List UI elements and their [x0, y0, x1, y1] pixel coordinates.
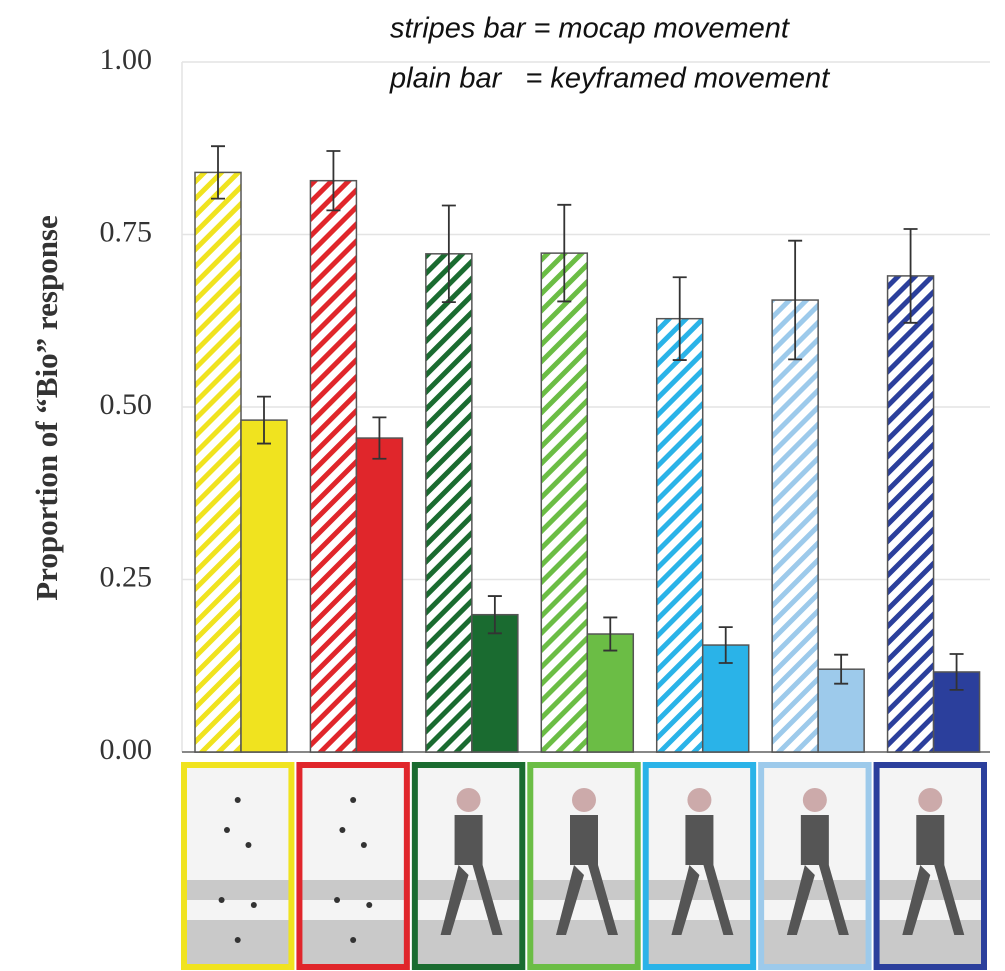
thumbnail-head	[687, 788, 711, 812]
y-tick-label: 0.25	[100, 560, 153, 593]
thumbnail-dot	[245, 842, 251, 848]
y-tick-label: 0.50	[100, 388, 153, 421]
thumbnail-dot	[235, 937, 241, 943]
thumbnail-dot	[219, 897, 225, 903]
bar	[241, 420, 287, 752]
thumbnail-dot	[251, 902, 257, 908]
thumbnail-floor	[415, 880, 522, 965]
thumbnail-head	[457, 788, 481, 812]
thumbnail-head	[572, 788, 596, 812]
bar	[472, 615, 518, 752]
y-tick-label: 0.00	[100, 733, 153, 766]
thumbnail-dot	[334, 897, 340, 903]
bar	[310, 181, 356, 752]
chart: stripes bar = mocap movement plain bar =…	[0, 0, 1005, 971]
y-tick-label: 1.00	[100, 43, 153, 76]
y-tick-label: 0.75	[100, 215, 153, 248]
annotation: stripes bar = mocap movement	[390, 13, 791, 45]
thumbnail-head	[918, 788, 942, 812]
thumbnail-floor	[761, 880, 868, 965]
page: {"chart_data": { "type": "bar", "annotat…	[0, 0, 1005, 971]
bar	[541, 253, 587, 752]
y-axis-label: Proportion of “Bio” response	[29, 215, 64, 601]
thumbnail-dot	[361, 842, 367, 848]
thumbnail-head	[803, 788, 827, 812]
thumbnail-floor	[646, 880, 753, 965]
thumbnail-floor	[184, 880, 291, 965]
thumbnail-dot	[350, 797, 356, 803]
thumbnail-dot	[224, 827, 230, 833]
bar	[772, 300, 818, 752]
thumbnail-dot	[366, 902, 372, 908]
bar	[587, 634, 633, 752]
bar	[888, 276, 934, 752]
bar	[356, 438, 402, 752]
thumbnail-dot	[339, 827, 345, 833]
bar	[195, 172, 241, 752]
thumbnail-dot	[350, 937, 356, 943]
thumbnail-floor	[877, 880, 984, 965]
thumbnail-floor	[299, 880, 406, 965]
bar	[426, 254, 472, 752]
bar	[657, 319, 703, 752]
annotation: plain bar = keyframed movement	[389, 63, 831, 95]
thumbnail-dot	[235, 797, 241, 803]
thumbnail-floor	[530, 880, 637, 965]
